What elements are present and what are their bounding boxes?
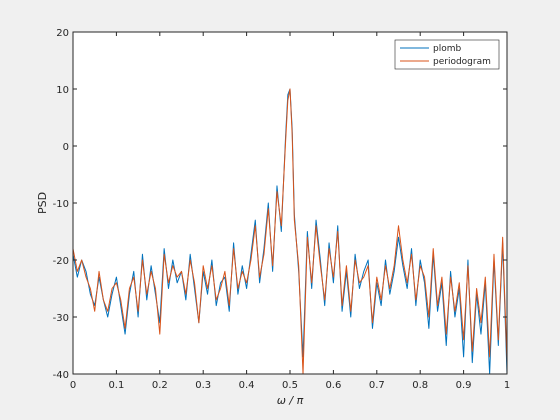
- x-axis: 0 0.1 0.2 0.3 0.4 0.5 0.6 0.7 0.8 0.9 1: [70, 32, 510, 391]
- x-tick-label: 0.6: [325, 380, 341, 391]
- x-tick-label: 0.3: [195, 380, 211, 391]
- x-tick-label: 0.5: [282, 380, 298, 391]
- series-layer: [72, 88, 508, 375]
- y-tick-label: 20: [56, 28, 69, 39]
- y-tick-label: 10: [56, 85, 69, 96]
- plot-area: [73, 32, 507, 374]
- legend-label-periodogram: periodogram: [433, 57, 491, 67]
- legend-label-plomb: plomb: [433, 44, 461, 54]
- y-tick-label: 0: [63, 142, 69, 153]
- y-tick-label: -40: [53, 370, 69, 381]
- x-axis-label: ω / π: [277, 394, 304, 407]
- y-axis: -40 -30 -20 -10 0 10 20: [53, 28, 507, 381]
- x-tick-label: 0.4: [239, 380, 255, 391]
- x-tick-label: 0.7: [369, 380, 385, 391]
- x-tick-label: 0.2: [152, 380, 168, 391]
- legend: plomb periodogram: [394, 39, 500, 70]
- x-tick-label: 0: [70, 380, 76, 391]
- x-tick-label: 0.9: [456, 380, 472, 391]
- y-tick-label: -20: [53, 256, 69, 267]
- x-tick-label: 1: [504, 380, 510, 391]
- y-tick-label: -30: [53, 313, 69, 324]
- y-tick-label: -10: [53, 199, 69, 210]
- y-axis-label: PSD: [36, 192, 49, 214]
- legend-box: [394, 39, 500, 70]
- series-line-periodogram: [72, 88, 508, 375]
- x-tick-label: 0.1: [108, 380, 124, 391]
- x-tick-label: 0.8: [412, 380, 428, 391]
